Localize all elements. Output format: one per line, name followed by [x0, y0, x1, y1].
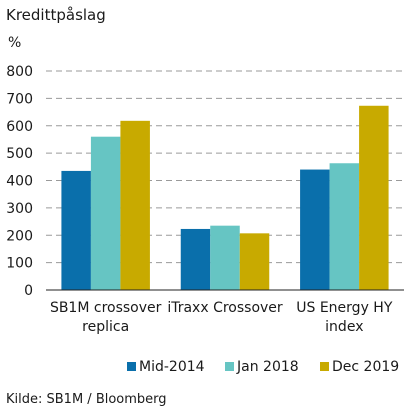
y-tick-label: 500 — [6, 146, 33, 162]
bar — [300, 169, 330, 290]
y-tick-label: 600 — [6, 119, 33, 135]
legend-swatch — [127, 362, 136, 371]
y-tick-label: 700 — [6, 91, 33, 107]
x-tick-label: US Energy HY index — [296, 300, 393, 335]
y-tick-label: 400 — [6, 174, 33, 190]
bar — [61, 170, 91, 290]
y-tick-label: 200 — [6, 228, 33, 244]
legend-label: Dec 2019 — [332, 359, 399, 375]
bar — [120, 120, 150, 290]
bar — [210, 225, 240, 290]
bar — [329, 163, 360, 290]
bar — [90, 136, 121, 290]
y-tick-label: 800 — [6, 64, 33, 80]
bars — [61, 105, 389, 290]
y-axis-ticks: 0 100 200 300 400 500 600 700 800 — [6, 64, 33, 299]
y-tick-label: 0 — [24, 283, 33, 299]
y-axis-unit: % — [8, 35, 21, 51]
bar — [180, 228, 211, 290]
legend-swatch — [225, 362, 234, 371]
x-tick-label: iTraxx Crossover — [167, 300, 283, 316]
source-note: Kilde: SB1M / Bloomberg — [6, 392, 167, 407]
legend-label: Jan 2018 — [236, 359, 299, 375]
y-tick-label: 100 — [6, 256, 33, 272]
bar — [359, 105, 389, 290]
chart-title: Kredittpåslag — [6, 6, 106, 24]
bar — [239, 233, 270, 290]
legend: Mid-2014 Jan 2018 Dec 2019 — [127, 359, 399, 375]
legend-label: Mid-2014 — [139, 359, 205, 375]
x-tick-label: SB1M crossover replica — [50, 300, 162, 335]
x-axis-labels: SB1M crossover replica iTraxx Crossover US … — [50, 300, 393, 335]
legend-swatch — [320, 362, 329, 371]
y-tick-label: 300 — [6, 201, 33, 217]
